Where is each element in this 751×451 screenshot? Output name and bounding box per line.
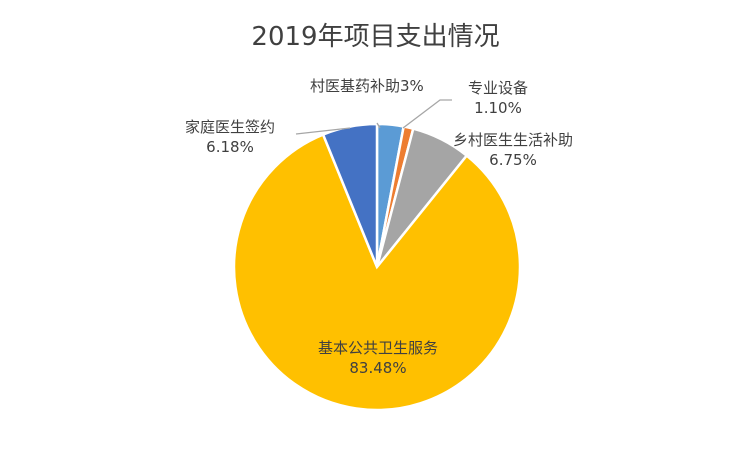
leader-lines <box>295 99 452 135</box>
data-label-2: 乡村医生生活补助 6.75% <box>452 131 573 169</box>
leader-line <box>376 122 381 129</box>
leader-line <box>295 127 351 135</box>
data-label-0: 村医基药补助3% <box>310 77 424 95</box>
chart-title: 2019年项目支出情况 <box>251 22 500 52</box>
data-label-1: 专业设备 1.10% <box>467 79 528 117</box>
data-label-3: 基本公共卫生服务 83.48% <box>317 339 438 377</box>
data-label-4: 家庭医生签约 6.18% <box>184 118 275 156</box>
pie-slice-3 <box>232 132 522 412</box>
leader-line <box>402 99 452 129</box>
